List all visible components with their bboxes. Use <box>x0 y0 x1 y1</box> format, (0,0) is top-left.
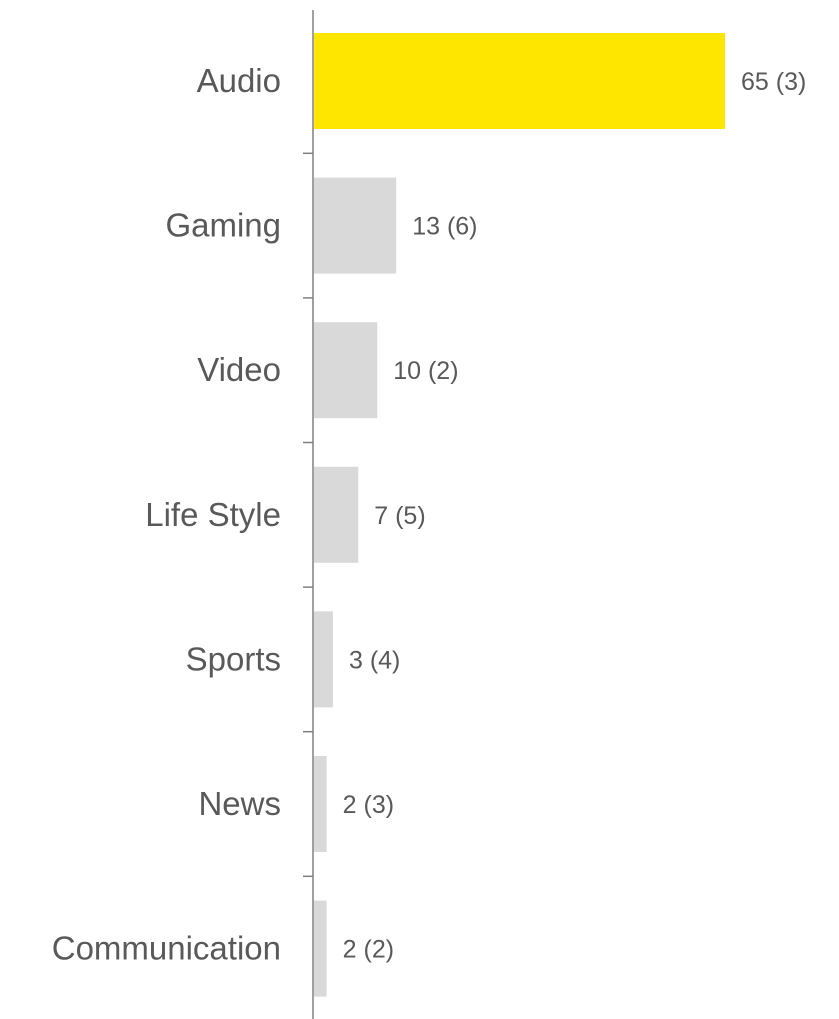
axis-group <box>303 10 314 1019</box>
category-label: News <box>198 785 281 822</box>
data-label: 2 (2) <box>343 936 394 964</box>
bar-communication <box>314 900 327 997</box>
labels-group: Audio 65 (3) Gaming 13 (6) Video 10 (2) Life S… <box>52 62 807 967</box>
data-label: 13 (6) <box>412 213 477 241</box>
bar-news <box>314 756 327 852</box>
bar-audio <box>314 33 725 129</box>
data-label: 2 (3) <box>343 791 394 819</box>
bars-group <box>314 33 725 997</box>
data-label: 65 (3) <box>741 68 806 96</box>
category-label: Communication <box>52 930 281 967</box>
data-label: 10 (2) <box>393 357 458 385</box>
category-label: Video <box>197 351 281 388</box>
bar-life-style <box>314 466 359 563</box>
data-label: 7 (5) <box>374 502 425 530</box>
bar-gaming <box>314 177 397 274</box>
data-label: 3 (4) <box>349 646 400 674</box>
category-label: Life Style <box>145 496 281 533</box>
bar-sports <box>314 611 333 708</box>
category-label: Gaming <box>165 207 281 244</box>
category-label: Audio <box>197 62 281 99</box>
bar-video <box>314 322 378 419</box>
category-label: Sports <box>186 640 281 677</box>
